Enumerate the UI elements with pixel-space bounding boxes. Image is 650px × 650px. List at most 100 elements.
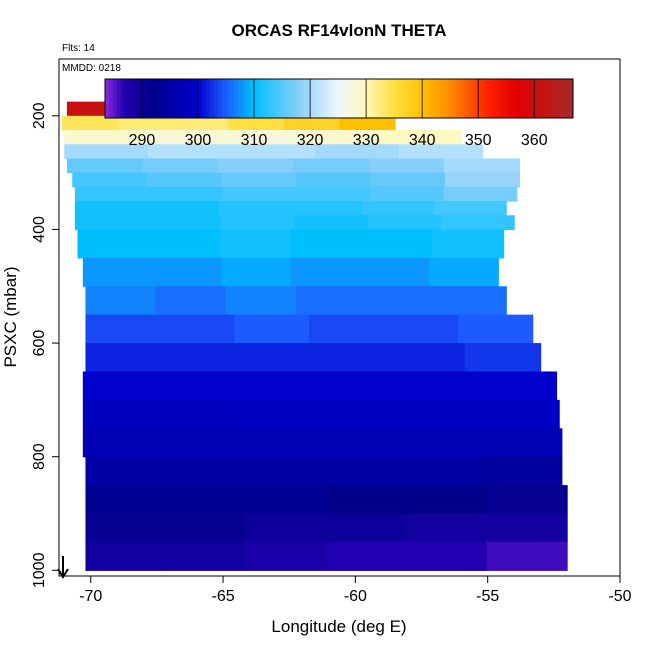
colorbar: 290 300 310 320 330 340 350 360 xyxy=(104,78,574,149)
colorbar-segment xyxy=(424,79,430,118)
colorbar-segment xyxy=(397,79,402,118)
colorbar-segment xyxy=(300,79,305,118)
colorbar-segment xyxy=(315,79,320,118)
colorbar-segment xyxy=(467,79,473,118)
colorbar-segment xyxy=(565,79,570,118)
heatmap-cell xyxy=(66,158,143,174)
colorbar-segment xyxy=(479,79,484,118)
colorbar-segment xyxy=(401,79,406,118)
down-arrow-icon xyxy=(57,556,69,579)
heatmap-cell xyxy=(241,399,322,429)
chart-title: ORCAS RF14vlonN THETA xyxy=(231,21,446,40)
heatmap-cell xyxy=(406,513,488,543)
heatmap-cell xyxy=(295,286,367,316)
colorbar-segment xyxy=(428,79,434,118)
colorbar-segment xyxy=(202,79,207,118)
colorbar-segment xyxy=(198,79,203,118)
heatmap-cell xyxy=(283,115,341,131)
heatmap-cell xyxy=(313,343,390,373)
heatmap-cell xyxy=(221,172,297,188)
heatmap-cell xyxy=(246,541,327,571)
colorbar-segment xyxy=(374,79,379,118)
heatmap-cell xyxy=(237,343,314,373)
heatmap-cell xyxy=(61,115,118,131)
colorbar-segment xyxy=(549,79,554,118)
colorbar-segment xyxy=(518,79,523,118)
x-tick-label: -50 xyxy=(608,588,631,605)
heatmap-cell xyxy=(326,513,408,543)
heatmap-cell xyxy=(162,428,244,458)
colorbar-segment xyxy=(136,79,141,118)
colorbar-segment xyxy=(218,79,223,118)
heatmap-cell xyxy=(388,343,466,373)
heatmap-cell xyxy=(240,371,321,401)
colorbar-segment xyxy=(268,79,274,118)
colorbar-segment xyxy=(534,79,539,118)
y-tick-label: 600 xyxy=(31,330,48,357)
heatmap-cell xyxy=(486,485,568,515)
colorbar-segment xyxy=(420,79,426,118)
heatmap-cell xyxy=(217,158,294,174)
heatmap-cell xyxy=(146,172,222,188)
colorbar-segment xyxy=(436,79,441,118)
heatmap-cell xyxy=(148,186,223,202)
colorbar-segment xyxy=(522,79,527,118)
colorbar-segment xyxy=(366,79,371,118)
heatmap-cell xyxy=(85,541,167,571)
x-tick-label: -65 xyxy=(212,588,235,605)
colorbar-tick-label: 320 xyxy=(297,132,324,149)
colorbar-segment xyxy=(444,79,449,118)
heatmap-cell xyxy=(479,399,560,429)
heatmap-cell xyxy=(85,343,162,373)
colorbar-segment xyxy=(370,79,375,118)
heatmap-cell xyxy=(290,229,363,259)
colorbar-tick-label: 310 xyxy=(241,132,268,149)
heatmap-cell xyxy=(246,485,327,515)
colorbar-segment xyxy=(327,79,332,118)
colorbar-segment xyxy=(417,79,422,118)
heatmap-cell xyxy=(234,314,310,344)
colorbar-segment xyxy=(393,79,398,118)
heatmap-cell xyxy=(482,456,563,486)
colorbar-segment xyxy=(214,79,219,118)
colorbar-segment xyxy=(413,79,418,118)
colorbar-segment xyxy=(303,79,309,118)
y-tick-label: 400 xyxy=(31,216,48,243)
date-label: MMDD: 0218 xyxy=(62,63,121,74)
colorbar-segment xyxy=(339,79,344,118)
heatmap-cell xyxy=(85,314,161,344)
colorbar-frame xyxy=(104,78,574,119)
colorbar-tick-label: 360 xyxy=(521,132,548,149)
colorbar-segment xyxy=(147,79,153,118)
x-tick-label: -55 xyxy=(476,588,499,605)
heatmap-cell xyxy=(74,186,150,202)
heatmap-cell xyxy=(228,115,285,131)
heatmap-cell xyxy=(406,485,488,515)
heatmap-cell xyxy=(117,115,174,131)
colorbar-segment xyxy=(498,79,504,118)
colorbar-segment xyxy=(206,79,211,118)
heatmap-cell xyxy=(148,229,221,259)
colorbar-segment xyxy=(116,79,122,118)
heatmap-cell xyxy=(319,371,400,401)
colorbar-tick-label: 300 xyxy=(185,132,212,149)
heatmap-cell xyxy=(290,257,361,287)
heatmap-cell xyxy=(85,513,167,543)
colorbar-segment xyxy=(409,79,414,118)
colorbar-segment xyxy=(159,79,164,118)
heatmap-cell xyxy=(165,541,247,571)
heatmap-cell xyxy=(221,257,292,287)
colorbar-segment xyxy=(272,79,278,118)
colorbar-segment xyxy=(241,79,246,118)
colorbar-segment xyxy=(108,79,114,118)
colorbar-segment xyxy=(557,79,562,118)
heatmap-cell xyxy=(368,158,445,174)
colorbar-segment xyxy=(253,79,258,118)
colorbar-segment xyxy=(358,79,363,118)
heatmap-cell xyxy=(436,286,507,316)
heatmap-cell xyxy=(477,371,558,401)
colorbar-segment xyxy=(132,79,137,118)
colorbar-segment xyxy=(175,79,180,118)
heatmap-cell xyxy=(225,286,297,316)
